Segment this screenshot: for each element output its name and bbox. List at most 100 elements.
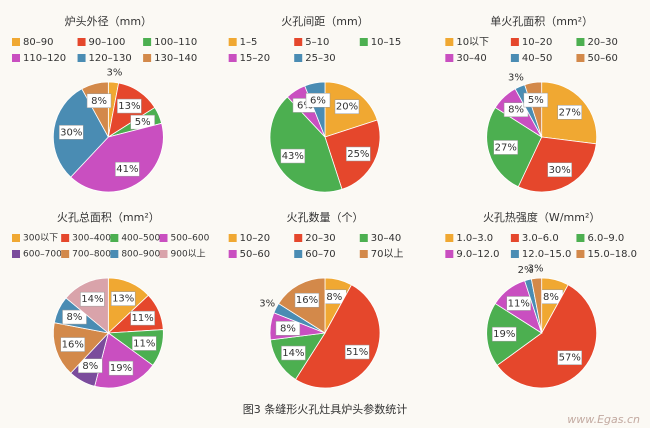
- data-label: 51%: [346, 347, 368, 358]
- legend-swatch: [294, 54, 303, 62]
- legend-label: 300以下: [23, 234, 58, 244]
- data-label: 8%: [67, 312, 83, 323]
- legend-swatch: [143, 54, 152, 62]
- data-label: 8%: [326, 292, 342, 303]
- watermark: www.Egas.cn: [567, 413, 640, 426]
- legend-label: 9.0–12.0: [456, 249, 499, 260]
- legend-swatch: [12, 250, 20, 258]
- label-box: [58, 125, 84, 140]
- legend-label: 300–400: [72, 234, 111, 244]
- legend-swatch: [61, 234, 70, 242]
- legend-label: 10–20: [240, 233, 270, 244]
- legend-label: 1.0–3.0: [456, 233, 493, 244]
- label-box: [557, 105, 582, 120]
- data-label: 27%: [559, 107, 581, 118]
- data-label: 27%: [495, 142, 517, 153]
- legend-label: 5–10: [305, 37, 329, 48]
- label-box: [60, 337, 86, 352]
- label-box: [130, 310, 155, 326]
- data-label: 25%: [347, 149, 369, 160]
- legend-label: 20–30: [587, 37, 617, 48]
- legend-label: 600–700: [23, 250, 62, 260]
- legend-label: 100–110: [154, 37, 197, 48]
- legend-label: 50–60: [587, 53, 617, 64]
- data-label: 14%: [81, 294, 103, 305]
- chart-title: 单火孔面积（mm²）: [490, 15, 593, 28]
- label-box: [492, 326, 517, 342]
- label-box: [506, 296, 531, 311]
- label-box: [275, 321, 301, 336]
- label-box: [294, 292, 320, 308]
- pie-slice: [530, 277, 543, 334]
- legend-label: 700–800: [72, 250, 111, 260]
- legend-swatch: [359, 234, 368, 242]
- legend-swatch: [576, 234, 585, 242]
- data-label: 41%: [116, 164, 138, 175]
- label-box: [305, 93, 331, 108]
- data-label: 2%: [518, 265, 534, 276]
- data-label: 30%: [60, 127, 82, 138]
- legend-label: 50–60: [240, 249, 270, 260]
- label-box: [493, 140, 519, 155]
- legend-swatch: [77, 54, 86, 62]
- legend-swatch: [359, 250, 368, 258]
- label-box: [110, 291, 136, 306]
- data-label: 3%: [107, 67, 123, 78]
- data-label: 8%: [280, 323, 296, 334]
- data-label: 30%: [549, 165, 571, 176]
- legend-label: 25–30: [305, 53, 335, 64]
- legend-swatch: [77, 38, 86, 46]
- legend-label: 900以上: [171, 249, 206, 260]
- chart-title: 火孔数量（个）: [287, 211, 364, 224]
- data-label: 3%: [508, 72, 524, 83]
- legend-label: 60–70: [305, 249, 335, 260]
- legend-swatch: [294, 38, 303, 46]
- label-box: [280, 148, 306, 164]
- legend-label: 130–140: [154, 53, 197, 64]
- legend-swatch: [510, 234, 519, 242]
- legend-label: 10–15: [371, 37, 401, 48]
- data-label: 3%: [528, 263, 544, 274]
- data-label: 8%: [543, 292, 559, 303]
- legend-label: 70以上: [371, 248, 404, 260]
- pie-slice: [70, 122, 164, 193]
- label-box: [117, 98, 142, 114]
- caption: 图3 条缝形火孔灶具炉头参数统计: [243, 402, 408, 416]
- data-label: 14%: [282, 348, 304, 359]
- legend-label: 10以下: [456, 37, 489, 48]
- data-label: 13%: [118, 101, 140, 112]
- label-box: [62, 309, 87, 325]
- data-label: 6%: [310, 95, 326, 106]
- pie-slice: [294, 284, 381, 389]
- legend-swatch: [12, 38, 20, 46]
- legend-swatch: [12, 234, 20, 242]
- data-label: 8%: [82, 361, 98, 372]
- data-label: 3%: [259, 299, 275, 310]
- legend-swatch: [228, 250, 237, 258]
- label-box: [281, 345, 306, 361]
- label-box: [523, 92, 549, 108]
- label-box: [344, 344, 370, 360]
- legend-swatch: [143, 38, 152, 46]
- legend-swatch: [12, 54, 20, 62]
- data-label: 19%: [493, 329, 515, 340]
- legend-swatch: [228, 38, 237, 46]
- legend-label: 10–20: [522, 37, 552, 48]
- legend-label: 15.0–18.0: [587, 249, 637, 260]
- data-label: 8%: [91, 96, 107, 107]
- legend-label: 6.0–9.0: [587, 233, 624, 244]
- label-box: [131, 336, 157, 351]
- label-box: [115, 161, 140, 177]
- legend-label: 80–90: [23, 37, 53, 48]
- legend-swatch: [445, 234, 454, 242]
- legend-label: 500–600: [171, 234, 210, 244]
- legend-label: 1–5: [240, 37, 258, 48]
- data-label: 11%: [508, 298, 530, 309]
- legend-swatch: [61, 250, 70, 258]
- legend-label: 30–40: [371, 233, 401, 244]
- legend-swatch: [510, 250, 519, 258]
- legend-swatch: [510, 54, 519, 62]
- data-label: 20%: [336, 102, 358, 113]
- data-label: 11%: [132, 313, 154, 324]
